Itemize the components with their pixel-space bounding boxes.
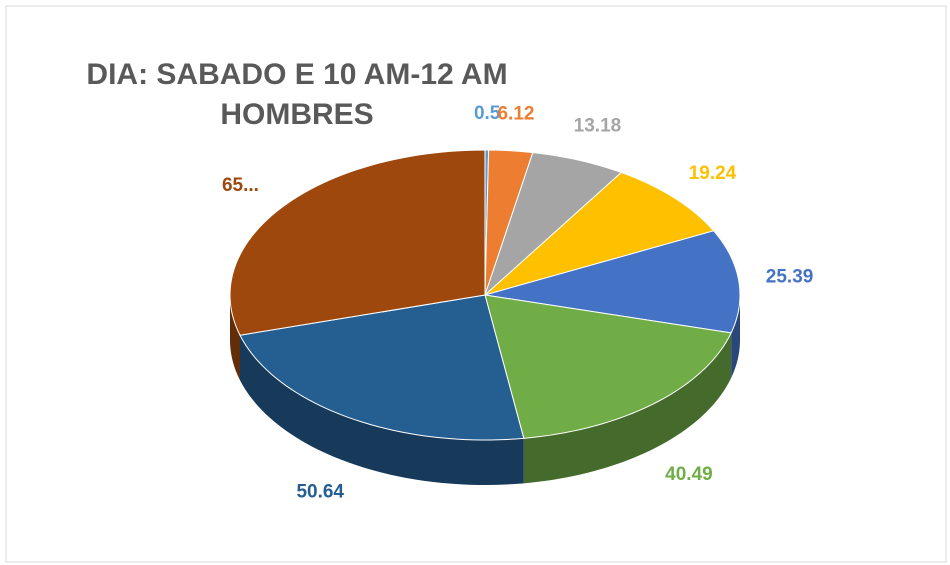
chart-subtitle: HOMBRES [220, 98, 373, 131]
slice [239, 294, 525, 441]
data-label: 0.5 [474, 103, 501, 124]
data-label: 19.24 [689, 163, 737, 184]
data-label: 50.64 [296, 482, 344, 503]
chart-title: DIA: SABADO E 10 AM-12 AM [86, 58, 507, 91]
data-label: 13.18 [574, 115, 622, 136]
data-label: 65... [222, 175, 259, 196]
slice [484, 171, 715, 296]
slice-side [523, 332, 732, 484]
slice [483, 152, 623, 297]
slice-side [239, 335, 524, 485]
slice [229, 149, 486, 336]
data-label: 40.49 [665, 464, 713, 485]
slice [484, 294, 732, 439]
slice [484, 230, 741, 334]
data-label: 25.39 [766, 266, 814, 287]
data-label: 6.12 [497, 104, 534, 125]
